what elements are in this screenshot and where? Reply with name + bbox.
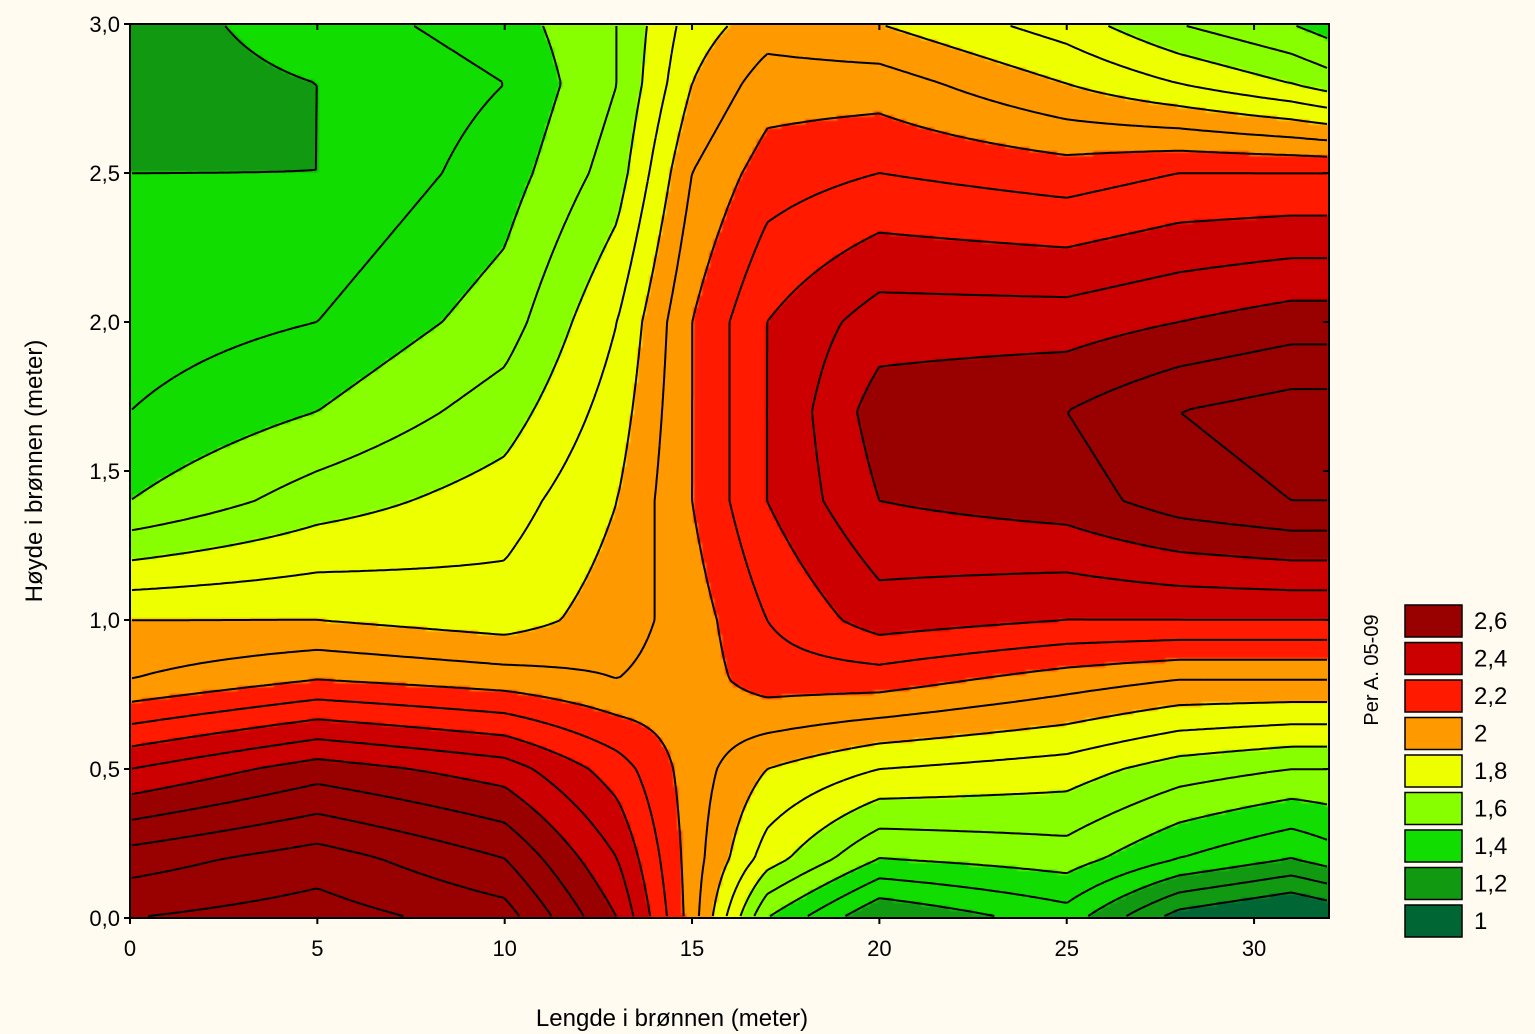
contour-line: [131, 172, 1327, 917]
legend-swatch: [1404, 604, 1463, 638]
y-tick-label: 0,5: [89, 757, 120, 782]
legend-label: 2,6: [1474, 608, 1507, 635]
contour-line: [131, 25, 1328, 917]
legend: 2,6 2,4 2,2 2 1,8 1,6 1,4 1,2 1: [1404, 604, 1507, 938]
contour-line: [131, 52, 1328, 917]
legend-swatch: [1404, 754, 1463, 788]
contour-lines: [131, 25, 1328, 917]
y-tick-label: 1,5: [89, 459, 120, 484]
x-tick-label: 5: [311, 936, 323, 961]
legend-label: 2,4: [1474, 646, 1507, 673]
x-tick-label: 15: [680, 936, 704, 961]
contour-line: [131, 25, 1328, 917]
contour-line: [131, 25, 1328, 917]
legend-swatch: [1404, 904, 1463, 938]
contour-line: [131, 299, 1327, 917]
contour-line: [1125, 874, 1328, 917]
contour-line: [131, 25, 1328, 917]
credit-label: Per A. 05-09: [1361, 614, 1383, 725]
x-tick-label: 0: [124, 936, 136, 961]
plot-area: [129, 23, 1330, 919]
legend-label: 1,2: [1474, 871, 1507, 898]
contour-line: [131, 842, 520, 917]
legend-swatch: [1404, 829, 1463, 863]
legend-label: 2: [1474, 721, 1487, 748]
y-tick-label: 0,0: [89, 906, 120, 931]
contour-line: [132, 25, 1328, 917]
x-tick-label: 20: [867, 936, 891, 961]
contour-line: [131, 25, 1328, 917]
contour-line: [131, 257, 1327, 917]
legend-label: 1,6: [1474, 796, 1507, 823]
y-axis-title: Høyde i brønnen (meter): [21, 340, 48, 603]
legend-swatch: [1404, 866, 1463, 901]
x-tick-label: 25: [1054, 936, 1078, 961]
legend-label: 1,8: [1474, 758, 1507, 785]
y-tick-label: 2,0: [89, 310, 120, 335]
y-tick-label: 3,0: [89, 12, 120, 37]
y-tick-label: 2,5: [89, 161, 120, 186]
legend-swatch: [1404, 641, 1463, 676]
x-axis-title: Lengde i brønnen (meter): [536, 1005, 808, 1032]
contour-line: [131, 214, 1327, 917]
contour-line: [132, 25, 1328, 917]
x-tick-label: 30: [1242, 936, 1266, 961]
x-axis-tick-labels: 0 5 10 15 20 25 30: [124, 936, 1266, 961]
y-tick-label: 1,0: [89, 608, 120, 633]
x-tick-label: 10: [492, 936, 516, 961]
legend-swatch: [1404, 679, 1463, 713]
contour-line: [131, 388, 1327, 917]
y-axis-tick-labels: 0,0 0,5 1,0 1,5 2,0 2,5 3,0: [89, 12, 120, 931]
legend-label: 1,4: [1474, 833, 1507, 860]
legend-swatch: [1404, 791, 1463, 826]
legend-swatch: [1404, 716, 1463, 751]
contour-line: [131, 343, 1327, 917]
contour-line: [148, 887, 404, 917]
legend-label: 1: [1474, 908, 1487, 935]
axis-ticks: [124, 23, 1329, 924]
contour-line: [1164, 891, 1328, 917]
legend-label: 2,2: [1474, 683, 1507, 710]
contour-line: [131, 112, 1328, 917]
